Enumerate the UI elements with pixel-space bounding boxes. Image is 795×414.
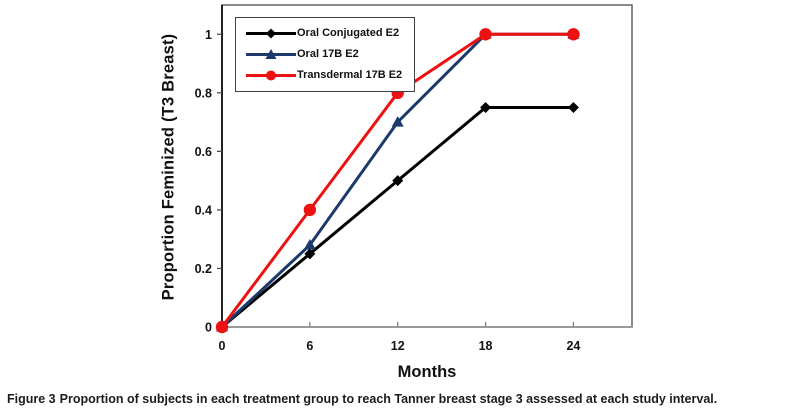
triangle-marker-icon xyxy=(246,49,296,59)
figure-caption: Figure 3 Proportion of subjects in each t… xyxy=(7,392,791,406)
legend-label: Transdermal 17B E2 xyxy=(297,69,403,81)
y-tick-label: 1 xyxy=(205,28,212,42)
circle-marker xyxy=(479,28,492,41)
x-axis-title: Months xyxy=(397,363,457,381)
y-axis-title: Proportion Feminized (T3 Breast) xyxy=(159,33,178,301)
circle-marker xyxy=(215,320,229,334)
x-tick-label: 18 xyxy=(479,339,493,353)
legend-label: Oral Conjugated E2 xyxy=(297,27,400,39)
y-tick-label: 0.4 xyxy=(195,203,212,217)
x-tick-label: 0 xyxy=(219,339,226,353)
diamond-marker xyxy=(392,175,404,187)
caption-text: Proportion of subjects in each treatment… xyxy=(59,392,718,406)
y-tick-label: 0.6 xyxy=(195,145,212,159)
circle-marker xyxy=(567,28,580,41)
diamond-marker xyxy=(567,101,579,113)
diamond-marker-icon xyxy=(246,28,296,39)
circle-marker xyxy=(303,203,317,217)
caption-label: Figure 3 xyxy=(7,392,56,406)
series-line xyxy=(220,105,575,329)
series-oral-conjugated-e2 xyxy=(216,101,579,333)
legend-label: Oral 17B E2 xyxy=(297,48,359,60)
x-tick-label: 6 xyxy=(306,339,313,353)
triangle-marker xyxy=(303,239,316,250)
x-tick-label: 24 xyxy=(566,339,580,353)
legend-item: Oral 17B E2 xyxy=(245,44,402,65)
legend-item: Oral Conjugated E2 xyxy=(245,23,402,44)
y-tick-label: 0.2 xyxy=(195,262,212,276)
diamond-marker xyxy=(304,248,316,260)
legend-item: Transdermal 17B E2 xyxy=(245,65,402,86)
circle-marker-icon xyxy=(246,70,296,81)
y-tick-label: 0 xyxy=(205,321,212,335)
diamond-marker xyxy=(480,101,492,113)
legend: Oral Conjugated E2 Oral 17B E2 Transderm… xyxy=(235,17,416,92)
x-tick-label: 12 xyxy=(391,339,405,353)
y-tick-label: 0.8 xyxy=(195,86,212,100)
triangle-marker xyxy=(391,116,404,127)
